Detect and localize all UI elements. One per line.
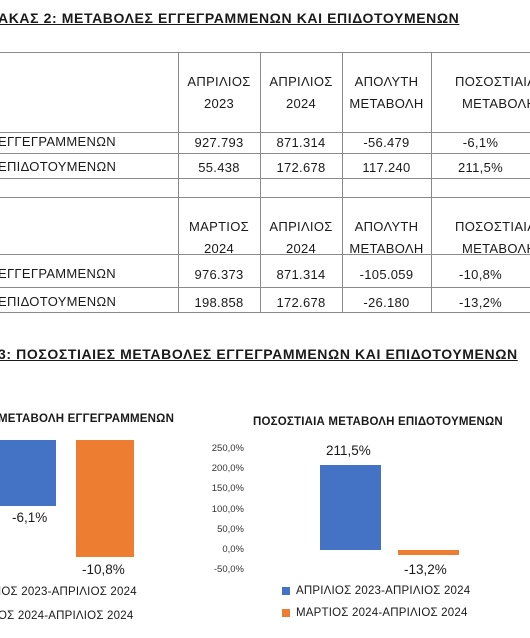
table-cell: 172.678 [276, 160, 326, 175]
table-cell: -10,8% [459, 267, 502, 282]
data-label: -6,1% [12, 510, 48, 525]
header-line: 2023 [203, 96, 235, 111]
header-cell: ΑΠΟΛΥΤΗ ΜΕΤΑΒΟΛΗ [342, 218, 431, 258]
legend-label: ΜΑΡΤΙΟΣ 2024-ΑΠΡΙΛΙΟΣ 2024 [296, 607, 468, 619]
header-line: ΠΟΣΟΣΤΙΑΙΑ [455, 74, 530, 89]
y-tick-label: -50,0% [213, 564, 244, 575]
header-line: ΑΠΟΛΥΤΗ [354, 219, 419, 234]
y-tick-label: 200,0% [211, 463, 244, 475]
table-cell: -56.479 [363, 135, 410, 150]
header-cell: ΑΠΟΛΥΤΗ ΜΕΤΑΒΟΛΗ [342, 73, 431, 113]
table-cell: 927.793 [194, 135, 244, 150]
header-line: ΜΑΡΤΙΟΣ [189, 219, 249, 234]
y-tick-label: 0,0% [222, 543, 244, 555]
header-line: 2024 [285, 96, 317, 111]
row-label: ΕΠΙΔΟΤΟΥΜΕΝΩΝ [0, 294, 117, 309]
header-line: 2024 [203, 241, 235, 256]
header-line: ΜΕΤΑΒΟΛΗ [462, 241, 530, 256]
y-tick-label: 250,0% [211, 443, 244, 454]
header-line: ΠΟΣΟΣΤΙΑΙΑ [455, 219, 530, 234]
header-cell: ΑΠΡΙΛΙΟΣ 2023 [178, 73, 260, 113]
header-cell: ΑΠΡΙΛΙΟΣ 2024 [260, 73, 342, 113]
table-border [0, 312, 530, 313]
table-border [0, 254, 530, 255]
table-cell: -13,2% [459, 295, 502, 310]
table-border [0, 197, 530, 198]
header-line: ΜΕΤΑΒΟΛΗ [462, 96, 530, 111]
table-cell: 871.314 [276, 135, 326, 150]
header-line: ΜΕΤΑΒΟΛΗ [349, 96, 424, 111]
table-border [0, 287, 530, 288]
legend-item: ΙΟΣ 2023-ΑΠΡΙΛΙΟΣ 2024 [0, 586, 137, 598]
legend-item: ΑΠΡΙΛΙΟΣ 2023-ΑΠΡΙΛΙΟΣ 2024 [282, 585, 470, 597]
legend-label: ΑΠΡΙΛΙΟΣ 2023-ΑΠΡΙΛΙΟΣ 2024 [296, 585, 471, 597]
header-line: ΑΠΡΙΛΙΟΣ [269, 219, 333, 234]
chart-title: ΠΟΣΟΣΤΙΑΙΑ ΜΕΤΑΒΟΛΗ ΕΠΙΔΟΤΟΥΜΕΝΩΝ [253, 416, 503, 428]
table-cell: 211,5% [458, 160, 503, 175]
table-cell: 871.314 [276, 267, 326, 282]
table-cell: 172.678 [276, 295, 326, 310]
table-cell: -105.059 [359, 267, 414, 282]
legend-swatch [282, 608, 290, 617]
table-border [260, 52, 261, 312]
legend-label: ΙΟΣ 2023-ΑΠΡΙΛΙΟΣ 2024 [0, 586, 137, 598]
table-border [0, 52, 530, 53]
table-border [0, 153, 530, 154]
header-cell: ΠΟΣΟΣΤΙΑΙΑ ΜΕΤΑΒΟΛΗ [445, 73, 530, 113]
chart-bar [0, 440, 56, 507]
y-tick-label: 100,0% [211, 503, 244, 515]
legend-label: ΟΣ 2024-ΑΠΡΙΛΙΟΣ 2024 [0, 610, 134, 622]
header-cell: ΠΟΣΟΣΤΙΑΙΑ ΜΕΤΑΒΟΛΗ [445, 218, 530, 258]
table-border [178, 52, 179, 312]
chart-title: ΜΕΤΑΒΟΛΗ ΕΓΓΕΓΡΑΜΜΕΝΩΝ [0, 413, 175, 425]
row-label: ΕΓΓΕΓΡΑΜΜΕΝΩΝ [0, 134, 116, 149]
header-line: ΜΕΤΑΒΟΛΗ [349, 241, 424, 256]
header-line: ΑΠΡΙΛΙΟΣ [187, 74, 251, 89]
row-label: ΕΠΙΔΟΤΟΥΜΕΝΩΝ [0, 159, 117, 174]
table-cell: -26.180 [363, 295, 410, 310]
header-cell: ΑΠΡΙΛΙΟΣ 2024 [260, 218, 342, 258]
charts-section-title: 3: ΠΟΣΟΣΤΙΑΙΕΣ ΜΕΤΑΒΟΛΕΣ ΕΓΓΕΓΡΑΜΜΕΝΩΝ Κ… [0, 346, 518, 362]
table-border [0, 132, 530, 133]
table-title: ΑΚΑΣ 2: ΜΕΤΑΒΟΛΕΣ ΕΓΓΕΓΡΑΜΜΕΝΩΝ ΚΑΙ ΕΠΙΔ… [0, 10, 460, 26]
chart-bar [398, 549, 459, 556]
header-line: ΑΠΟΛΥΤΗ [354, 74, 419, 89]
chart-bar [76, 440, 134, 558]
table-cell: -6,1% [462, 135, 499, 150]
table-border [342, 52, 343, 312]
table-cell: 976.373 [194, 267, 244, 282]
data-label: -10,8% [82, 562, 125, 577]
data-label: -13,2% [404, 562, 447, 577]
header-cell: ΜΑΡΤΙΟΣ 2024 [178, 218, 260, 258]
table-cell: 117.240 [362, 160, 411, 175]
y-tick-label: 50,0% [217, 523, 244, 535]
y-tick-label: 150,0% [211, 483, 244, 495]
row-label: ΕΓΓΕΓΡΑΜΜΕΝΩΝ [0, 266, 116, 281]
table-border [0, 178, 530, 179]
data-label: 211,5% [326, 443, 371, 458]
table-cell: 198.858 [194, 295, 244, 310]
header-line: 2024 [285, 241, 317, 256]
header-line: ΑΠΡΙΛΙΟΣ [269, 74, 333, 89]
legend-item: ΟΣ 2024-ΑΠΡΙΛΙΟΣ 2024 [0, 610, 133, 622]
chart-bar [320, 464, 381, 550]
table-border [431, 52, 432, 312]
legend-item: ΜΑΡΤΙΟΣ 2024-ΑΠΡΙΛΙΟΣ 2024 [282, 607, 468, 619]
table-cell: 55.438 [198, 160, 240, 175]
legend-swatch [282, 586, 290, 595]
